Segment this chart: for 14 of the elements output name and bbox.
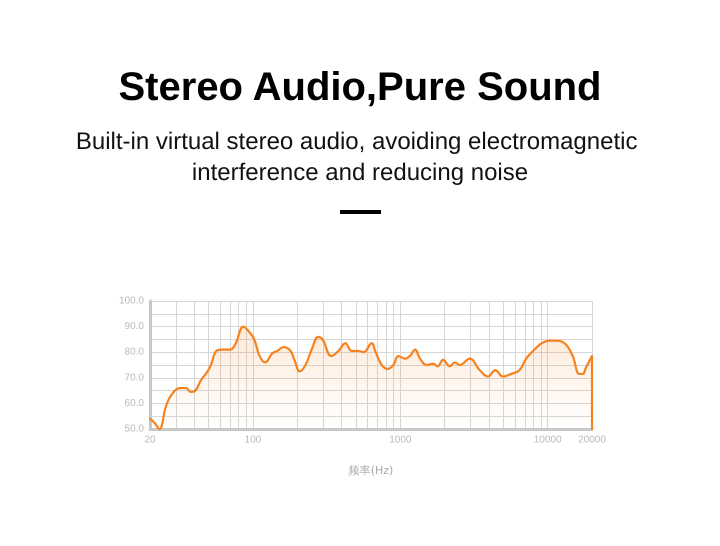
x-tick-label: 100 [244,434,262,446]
chart-subtitle: Built-in virtual stereo audio, avoiding electromagnetic interference and reducing noise [76,128,644,186]
x-tick-label: 10000 [534,434,562,446]
y-tick-label: 60.0 [124,398,144,409]
chart-title: Stereo Audio,Pure Sound [118,65,602,109]
x-tick-label: 20000 [578,434,606,446]
y-tick-label: 80.0 [124,346,144,358]
x-tick-label: 20 [144,434,156,446]
y-tick-label: 100.0 [118,296,144,306]
y-tick-label: 50.0 [124,424,144,434]
x-axis-title: 频率(Hz) [348,464,394,477]
x-tick-label: 1000 [389,434,412,446]
y-tick-label: 90.0 [124,321,144,332]
y-tick-label: 70.0 [124,372,144,384]
